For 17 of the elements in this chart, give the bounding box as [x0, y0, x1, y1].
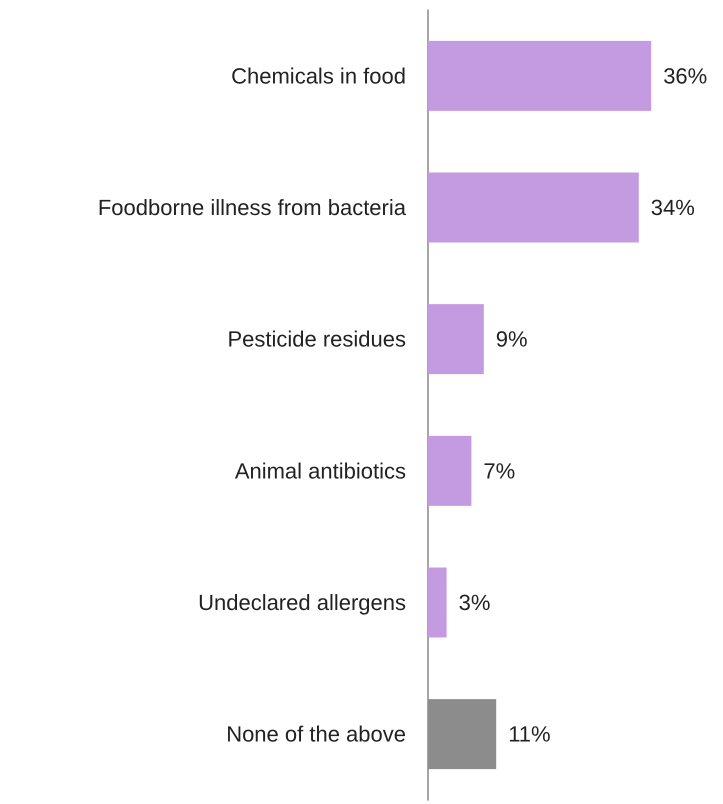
data-label: 7% [483, 458, 516, 484]
y-tick-label: Chemicals in food [231, 63, 406, 88]
bar [428, 568, 447, 638]
y-tick-label: Animal antibiotics [234, 458, 406, 484]
data-label: 36% [663, 63, 708, 88]
data-label: 3% [458, 590, 490, 615]
bar [428, 40, 652, 111]
bar [428, 304, 484, 374]
bar [428, 172, 639, 242]
y-tick-label: Undeclared allergens [198, 590, 406, 615]
data-label: 11% [508, 722, 551, 747]
data-label: 9% [496, 326, 528, 352]
bar [428, 436, 472, 506]
y-tick-label: Pesticide residues [227, 326, 406, 352]
data-label: 34% [650, 195, 695, 220]
y-tick-label: Foodborne illness from bacteria [98, 195, 407, 220]
y-tick-label: None of the above [226, 722, 406, 747]
